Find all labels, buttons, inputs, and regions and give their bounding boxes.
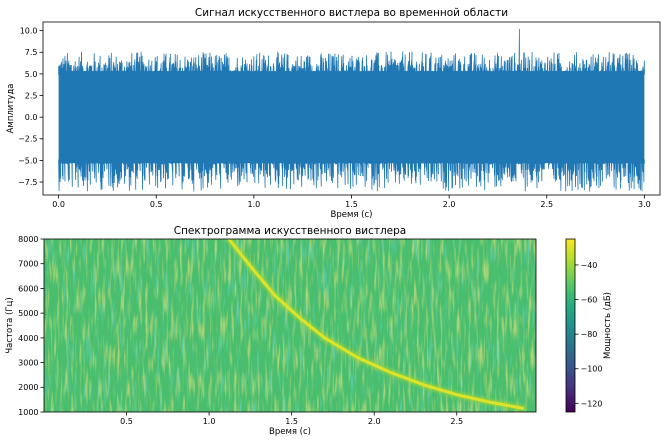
colorbar-tick-label: −40	[581, 261, 598, 270]
signal-band	[58, 71, 645, 163]
x-tick-label: 0.5	[150, 200, 163, 209]
y-tick-label: 2000	[18, 383, 38, 392]
spectrogram-noise-dark	[44, 239, 536, 412]
y-tick-label: 10.0	[20, 27, 38, 36]
y-tick-label: 6000	[18, 284, 38, 293]
y-tick-label: 7000	[18, 260, 38, 269]
spectrogram-chart: Спектрограмма искусственного вистлера 0.…	[5, 225, 613, 437]
chart-title: Спектрограмма искусственного вистлера	[174, 225, 407, 237]
y-axis-label: Частота (Гц)	[5, 297, 15, 353]
colorbar-tick-label: −80	[581, 330, 598, 339]
colorbar-tick-label: −120	[581, 399, 603, 408]
x-tick-label: 1.0	[203, 417, 216, 426]
axes-frame	[43, 238, 537, 413]
chart-title: Сигнал искусственного вистлера во времен…	[195, 7, 508, 19]
y-tick-label: 4000	[18, 334, 38, 343]
colorbar-gradient	[565, 238, 576, 413]
colorbar: −40 −60 −80 −100 −120 Мощность (дБ)	[565, 238, 613, 413]
x-tick-label: 3.0	[638, 200, 651, 209]
x-axis-ticks: 0.0 0.5 1.0 1.5 2.0 2.5 3.0	[52, 195, 651, 209]
y-tick-label: 7.5	[25, 48, 38, 57]
y-axis-ticks: −7.5 −5.0 −2.5 0.0 2.5 5.0 7.5 10.0	[18, 27, 43, 187]
y-tick-label: 0.0	[25, 113, 38, 122]
x-axis-label: Время (с)	[331, 210, 373, 220]
y-axis-label: Амплитуда	[6, 84, 16, 134]
time-domain-chart: Сигнал искусственного вистлера во времен…	[6, 7, 661, 220]
x-axis-ticks: 0.5 1.0 1.5 2.0 2.5	[120, 412, 463, 426]
colorbar-tick-label: −100	[581, 365, 603, 374]
colorbar-ticks: −40 −60 −80 −100 −120	[575, 261, 602, 408]
x-tick-label: 2.5	[540, 200, 553, 209]
y-tick-label: 3000	[18, 358, 38, 367]
x-tick-label: 1.5	[345, 200, 358, 209]
y-tick-label: 5000	[18, 309, 38, 318]
signal-lower-envelope	[58, 159, 645, 192]
signal-upper-envelope	[58, 28, 645, 75]
x-tick-label: 0.0	[52, 200, 65, 209]
y-tick-label: −7.5	[18, 178, 37, 187]
x-tick-label: 2.0	[443, 200, 456, 209]
x-axis-label: Время (с)	[269, 427, 311, 437]
x-tick-label: 2.0	[368, 417, 381, 426]
y-tick-label: 1000	[18, 408, 38, 417]
y-axis-ticks: 1000 2000 3000 4000 5000 6000 7000 8000	[18, 235, 44, 417]
colorbar-tick-label: −60	[581, 295, 598, 304]
y-tick-label: 2.5	[25, 91, 38, 100]
whistler-trace	[227, 239, 525, 410]
x-tick-label: 1.5	[285, 417, 298, 426]
x-tick-label: 1.0	[248, 200, 261, 209]
spectrogram-image	[44, 239, 536, 412]
signal-series	[58, 28, 645, 192]
x-tick-label: 0.5	[120, 417, 133, 426]
colorbar-label: Мощность (дБ)	[603, 292, 613, 359]
x-tick-label: 2.5	[450, 417, 463, 426]
y-tick-label: −5.0	[18, 156, 37, 165]
y-tick-label: 8000	[18, 235, 38, 244]
y-tick-label: 5.0	[25, 70, 38, 79]
y-tick-label: −2.5	[18, 135, 37, 144]
